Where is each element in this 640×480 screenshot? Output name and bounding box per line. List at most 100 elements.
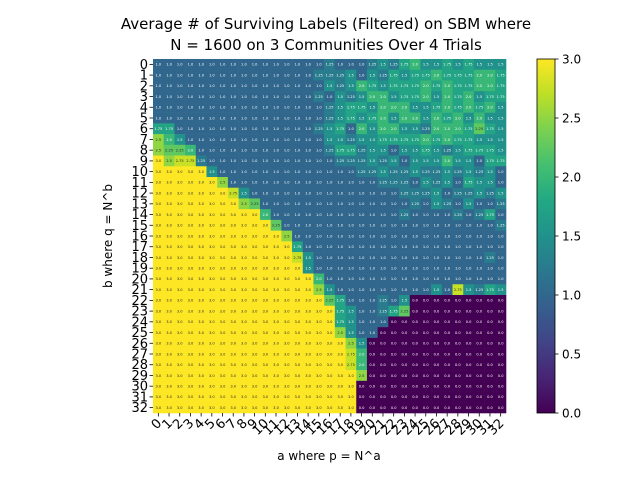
heatmap-cell-label: 0.0 <box>455 342 461 346</box>
heatmap-cell <box>174 177 186 189</box>
heatmap-cell-label: 3.0 <box>230 245 236 249</box>
heatmap-cell <box>345 101 357 113</box>
heatmap-cell <box>495 219 507 231</box>
heatmap-cell <box>495 380 507 392</box>
heatmap-cell <box>388 316 400 328</box>
heatmap-cell <box>292 219 304 231</box>
heatmap-cell <box>484 391 496 403</box>
heatmap-cell <box>324 112 336 124</box>
heatmap-cell-label: 0.0 <box>444 384 450 388</box>
heatmap-cell <box>495 252 507 264</box>
heatmap-cell <box>473 380 485 392</box>
heatmap-cell <box>163 112 175 124</box>
heatmap-cell-label: 0.0 <box>380 406 386 410</box>
heatmap-cell <box>238 219 250 231</box>
heatmap-cell-label: 0.0 <box>466 384 472 388</box>
heatmap-cell <box>463 123 475 135</box>
heatmap-cell-label: 0.0 <box>423 342 429 346</box>
heatmap-cell-label: 0.0 <box>369 363 375 367</box>
heatmap-cell <box>441 252 453 264</box>
heatmap-cell-label: 1.0 <box>498 266 504 270</box>
heatmap-cell <box>484 370 496 382</box>
heatmap-cell <box>227 219 239 231</box>
heatmap-cell-label: 2.5 <box>241 202 247 206</box>
heatmap-cell <box>334 134 346 146</box>
heatmap-cell-label: 1.5 <box>434 95 440 99</box>
heatmap-cell <box>463 284 475 296</box>
heatmap-cell <box>259 80 271 92</box>
heatmap-cell <box>281 241 293 253</box>
heatmap-cell <box>217 230 229 242</box>
heatmap-cell-label: 1.25 <box>379 299 387 303</box>
heatmap-cell-label: 2.0 <box>466 95 472 99</box>
heatmap-cell <box>431 370 443 382</box>
heatmap-cell <box>292 295 304 307</box>
heatmap-cell <box>302 370 314 382</box>
heatmap-cell <box>174 316 186 328</box>
heatmap-cell <box>420 144 432 156</box>
heatmap-cell <box>227 348 239 360</box>
heatmap-cell <box>452 123 464 135</box>
y-tick-label: 5 <box>140 112 148 127</box>
heatmap-cell-label: 1.0 <box>273 170 279 174</box>
heatmap-cell-label: 0.0 <box>444 299 450 303</box>
heatmap-cell <box>217 187 229 199</box>
heatmap-cell-label: 3.0 <box>273 342 279 346</box>
heatmap-cell <box>163 166 175 178</box>
heatmap-cell-label: 3.0 <box>273 256 279 260</box>
heatmap-cell <box>313 219 325 231</box>
heatmap-cell <box>324 134 336 146</box>
heatmap-cell <box>356 123 368 135</box>
heatmap-cell <box>473 241 485 253</box>
heatmap-cell <box>484 59 496 71</box>
heatmap-cell-label: 1.0 <box>327 234 333 238</box>
heatmap-cell-label: 3.0 <box>220 266 226 270</box>
heatmap-cell <box>377 305 389 317</box>
heatmap-cell <box>324 241 336 253</box>
heatmap-cell-label: 3.0 <box>177 406 183 410</box>
heatmap-cell-label: 3.0 <box>198 213 204 217</box>
heatmap-cell <box>420 198 432 210</box>
heatmap-cell <box>388 295 400 307</box>
heatmap-cell-label: 1.0 <box>252 73 258 77</box>
heatmap-cell-label: 1.5 <box>498 127 504 131</box>
heatmap-cell <box>388 209 400 221</box>
heatmap-cell <box>281 209 293 221</box>
heatmap-cell-label: 1.0 <box>262 138 268 142</box>
heatmap-cell-label: 3.0 <box>198 406 204 410</box>
heatmap-cell-label: 1.0 <box>209 148 215 152</box>
heatmap-cell <box>366 69 378 81</box>
heatmap-cell <box>195 305 207 317</box>
y-tick-label: 11 <box>131 176 148 191</box>
heatmap-cell <box>217 209 229 221</box>
heatmap-cell-label: 1.0 <box>466 256 472 260</box>
heatmap-cell-label: 1.0 <box>380 234 386 238</box>
heatmap-cell-label: 1.0 <box>209 95 215 99</box>
heatmap-cell-label: 3.0 <box>188 256 194 260</box>
heatmap-cell <box>153 295 164 307</box>
heatmap-cell <box>153 112 164 124</box>
heatmap-cell <box>292 209 304 221</box>
x-axis-label: a where p = N^a <box>277 449 381 463</box>
heatmap-cell <box>313 370 325 382</box>
heatmap-cell-label: 3.0 <box>305 363 311 367</box>
heatmap-cell <box>495 91 507 103</box>
heatmap-cell <box>399 348 411 360</box>
heatmap-cell-label: 3.0 <box>198 320 204 324</box>
heatmap-cell <box>484 209 496 221</box>
heatmap-cell <box>270 327 282 339</box>
heatmap-cell <box>292 337 304 349</box>
heatmap-cell-label: 1.0 <box>423 288 429 292</box>
heatmap-cell <box>217 273 229 285</box>
heatmap-cell-label: 1.0 <box>305 73 311 77</box>
heatmap-cell-label: 1.0 <box>487 224 493 228</box>
heatmap-cell-label: 1.0 <box>188 138 194 142</box>
heatmap-cell <box>366 91 378 103</box>
heatmap-cell <box>292 391 304 403</box>
heatmap-cell <box>217 348 229 360</box>
heatmap-cell-label: 1.0 <box>476 202 482 206</box>
heatmap-cell-label: 2.0 <box>466 106 472 110</box>
heatmap-cell-label: 1.25 <box>400 191 408 195</box>
heatmap-cell <box>206 370 218 382</box>
heatmap-cell <box>334 112 346 124</box>
